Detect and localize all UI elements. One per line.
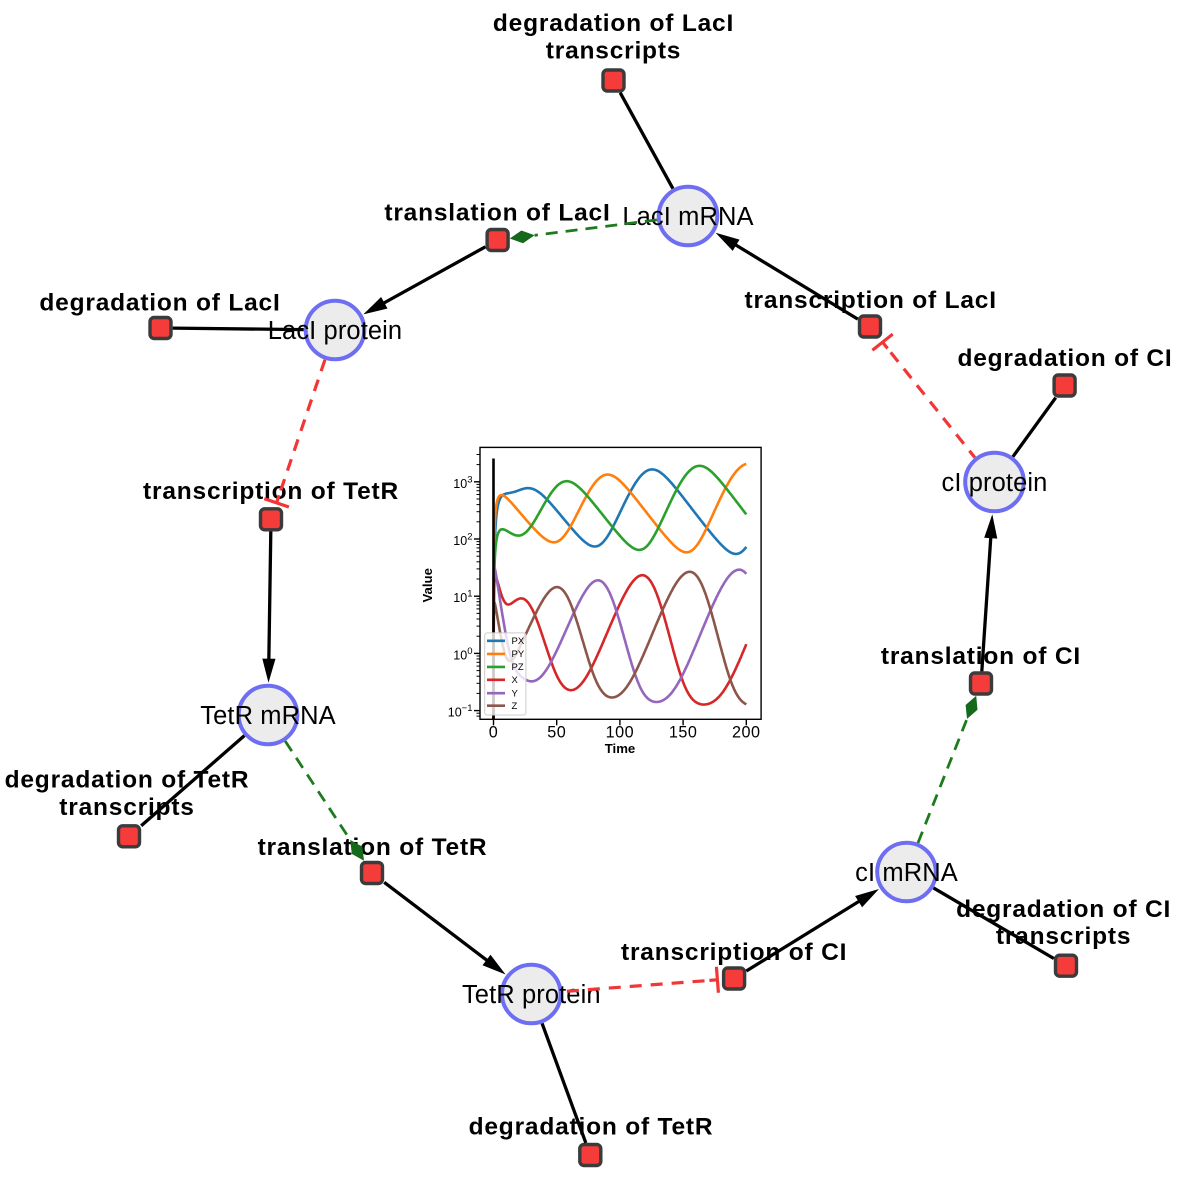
svg-text:PZ: PZ (512, 662, 524, 673)
svg-text:degradation of CI: degradation of CI (957, 345, 1172, 372)
svg-text:100: 100 (453, 646, 472, 663)
svg-text:translation of TetR: translation of TetR (258, 834, 488, 861)
svg-text:translation of LacI: translation of LacI (384, 200, 610, 227)
svg-text:transcription of LacI: transcription of LacI (745, 287, 997, 314)
svg-text:0: 0 (489, 724, 499, 742)
svg-text:transcription of CI: transcription of CI (621, 939, 847, 966)
svg-text:101: 101 (453, 589, 472, 606)
svg-text:TetR mRNA: TetR mRNA (200, 702, 336, 730)
svg-text:10−1: 10−1 (448, 703, 473, 720)
svg-text:degradation of LacI: degradation of LacI (39, 290, 280, 317)
svg-text:transcripts: transcripts (546, 37, 681, 64)
svg-text:translation of CI: translation of CI (881, 643, 1081, 670)
svg-text:150: 150 (669, 724, 698, 742)
svg-text:102: 102 (453, 532, 472, 549)
svg-text:PX: PX (512, 636, 525, 647)
svg-text:TetR protein: TetR protein (462, 981, 601, 1009)
svg-text:degradation of TetR: degradation of TetR (469, 1114, 714, 1141)
svg-text:X: X (512, 675, 519, 686)
svg-text:cI mRNA: cI mRNA (855, 859, 958, 887)
svg-text:Time: Time (605, 741, 636, 756)
svg-text:PY: PY (512, 649, 525, 660)
svg-text:degradation of CI: degradation of CI (956, 896, 1171, 923)
svg-text:degradation of TetR: degradation of TetR (5, 767, 250, 794)
svg-text:degradation of LacI: degradation of LacI (493, 10, 734, 37)
svg-text:cI protein: cI protein (942, 469, 1048, 497)
svg-text:100: 100 (606, 724, 635, 742)
svg-text:200: 200 (732, 724, 761, 742)
svg-text:LacI mRNA: LacI mRNA (622, 203, 753, 231)
svg-text:50: 50 (547, 724, 566, 742)
svg-text:Z: Z (512, 701, 518, 712)
svg-text:103: 103 (453, 474, 472, 491)
svg-text:Y: Y (512, 688, 519, 699)
svg-text:Value: Value (420, 568, 435, 602)
